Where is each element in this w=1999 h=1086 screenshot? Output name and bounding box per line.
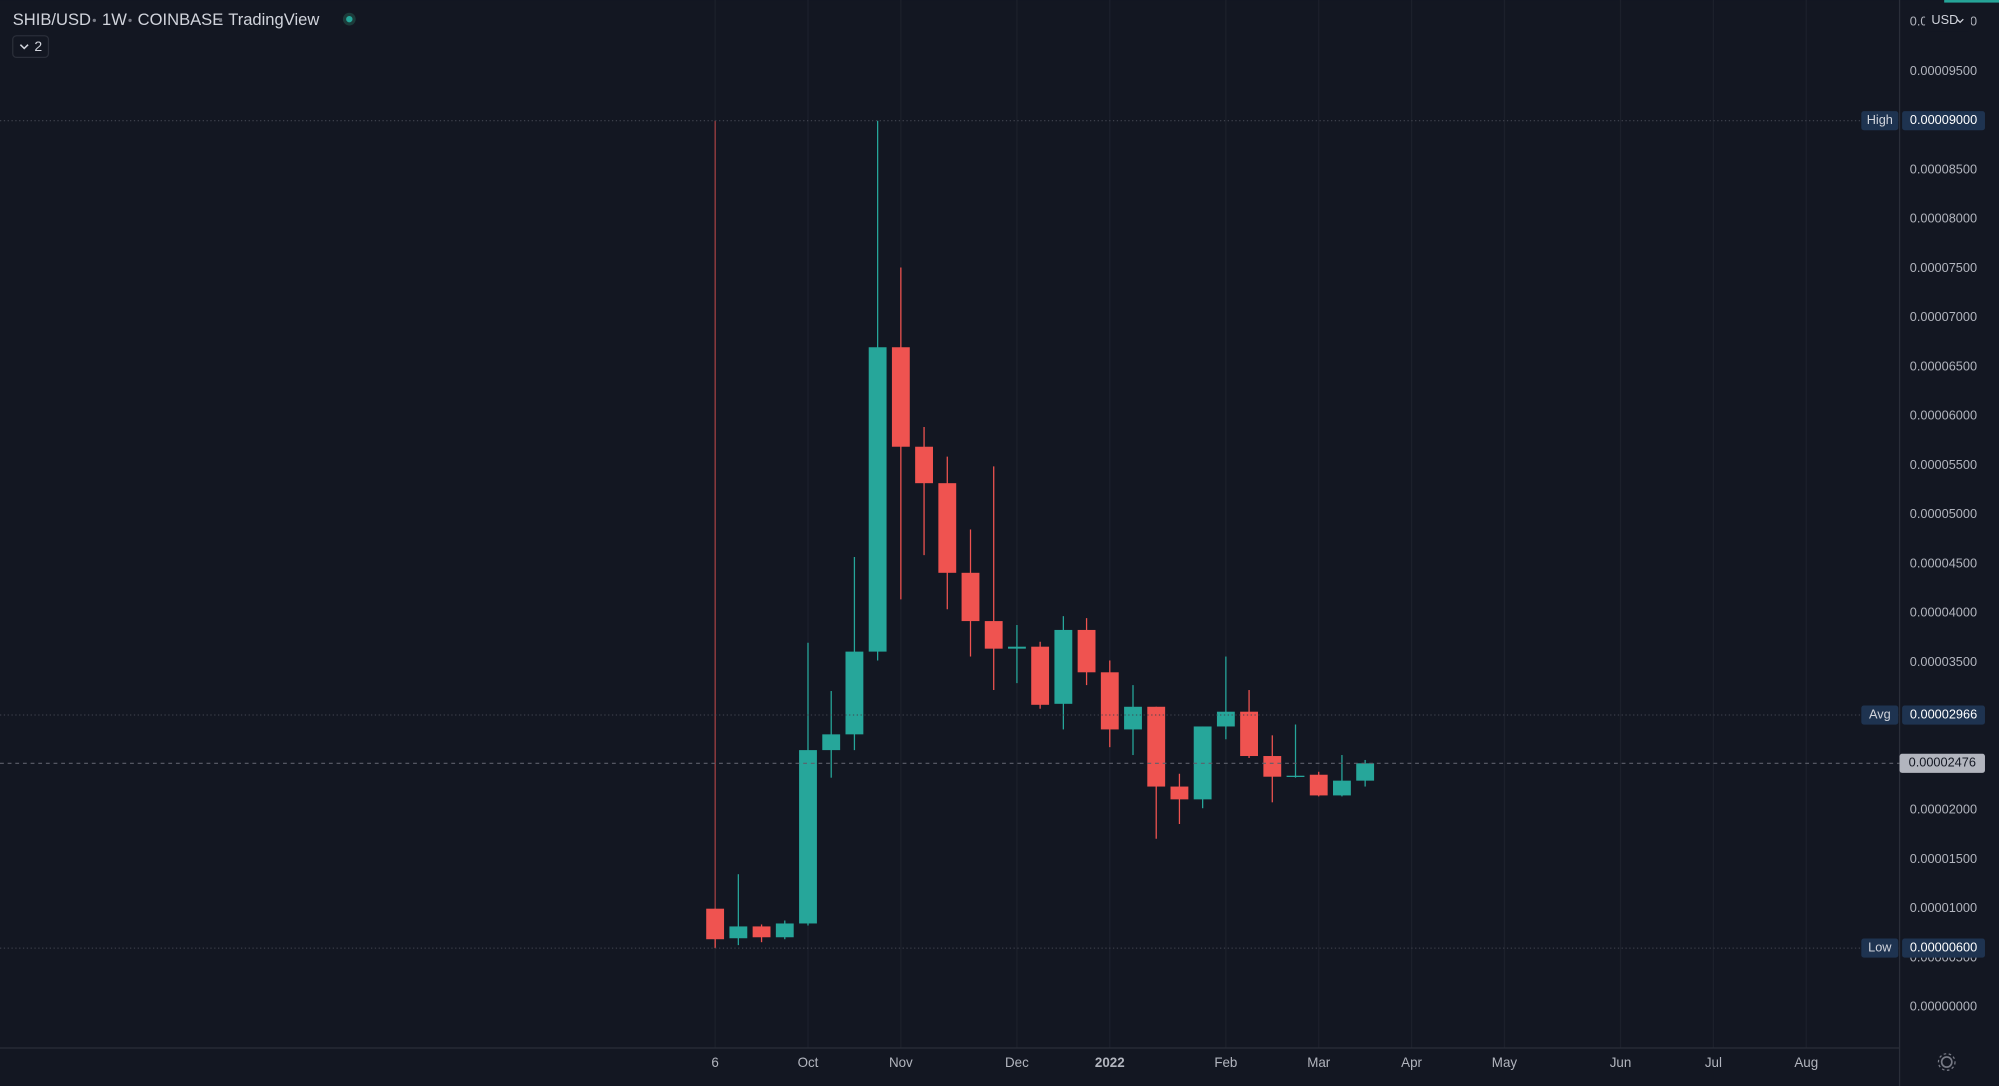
x-tick-label: Jul — [1705, 1055, 1722, 1070]
last-price-box — [1899, 753, 1985, 773]
candle-body — [1054, 629, 1073, 704]
grid — [714, 0, 1807, 1048]
source: TradingView — [228, 10, 319, 29]
indicator-count: 2 — [34, 38, 42, 54]
y-tick-label: 0.00002000 — [1910, 802, 1977, 817]
candle-body — [1008, 646, 1026, 649]
axes: 0.000000000.000005000.000010000.00001500… — [711, 14, 1977, 1070]
y-tick-label: 0.00007000 — [1910, 309, 1977, 324]
marker-name-box — [1861, 938, 1899, 958]
plot — [706, 120, 1375, 949]
y-tick-label: 0.00005000 — [1910, 506, 1977, 521]
candle-body — [1031, 646, 1050, 705]
candle-body — [961, 572, 980, 622]
y-tick-label: 0.00004000 — [1910, 605, 1977, 620]
candle-body — [799, 750, 817, 924]
candle-body — [868, 347, 887, 652]
candle-body — [1309, 774, 1328, 796]
y-tick-label: 0.00008000 — [1910, 211, 1977, 226]
candle-body — [1077, 629, 1096, 673]
marker-value-box — [1902, 705, 1985, 725]
settings-button[interactable] — [1937, 1053, 1956, 1071]
candle-body — [752, 926, 771, 938]
candle-body — [938, 483, 957, 573]
x-tick-label: Jun — [1610, 1055, 1632, 1070]
marker-value: 0.00000600 — [1910, 939, 1977, 954]
x-tick-label: Apr — [1401, 1055, 1422, 1070]
separator — [218, 18, 223, 23]
x-tick-label: Dec — [1005, 1055, 1029, 1070]
status-dot — [346, 15, 353, 23]
currency-selector[interactable]: USD — [1925, 8, 1971, 32]
marker-value-box — [1902, 938, 1985, 958]
x-tick-label: 2022 — [1095, 1055, 1125, 1070]
symbol[interactable]: SHIB/USD — [13, 10, 91, 29]
chevron — [1956, 18, 1964, 24]
candle-body — [706, 908, 725, 940]
candle-body — [729, 926, 748, 939]
header: SHIB/USD 1W COINBASE TradingView — [13, 10, 356, 29]
candle-body — [984, 621, 1003, 649]
settings-icon[interactable] — [1940, 1056, 1953, 1068]
marker-value: 0.00002966 — [1910, 706, 1977, 721]
currency-box[interactable] — [1925, 8, 1971, 32]
marker-name-box — [1861, 111, 1899, 131]
candle-body — [1147, 706, 1166, 787]
indicator-toggle-box[interactable] — [12, 35, 50, 59]
y-tick-label: 0.00001000 — [1910, 900, 1977, 915]
y-tick-label: 0.00008500 — [1910, 161, 1977, 176]
candle-body — [1100, 672, 1119, 730]
candle-body — [845, 651, 864, 735]
y-tick-label: 0.00006500 — [1910, 358, 1977, 373]
marker-name: Avg — [1869, 706, 1891, 721]
exchange: COINBASE — [138, 10, 224, 29]
interval[interactable]: 1W — [102, 10, 127, 29]
marker-name: Low — [1868, 939, 1892, 954]
y-tick-label: 0.00009500 — [1910, 63, 1977, 78]
candle-body — [915, 446, 933, 484]
y-tick-label: 0.00006000 — [1910, 408, 1977, 423]
separator — [128, 18, 132, 23]
overlay: High 0.00009000 Avg 0.00002966 Low 0.00000600… — [0, 111, 1985, 958]
y-tick-label: 0.00000000 — [1910, 999, 1977, 1014]
y-tick-label: 0.00004500 — [1910, 555, 1977, 570]
x-tick-label: Mar — [1307, 1055, 1331, 1070]
y-tick-label: 0.00003500 — [1910, 654, 1977, 669]
candle-body — [891, 347, 910, 447]
x-tick-label: Aug — [1794, 1055, 1818, 1070]
marker-value: 0.00009000 — [1910, 112, 1977, 127]
indicator-toggle[interactable]: 2 — [12, 35, 50, 59]
y-tick-label: 0.00007500 — [1910, 260, 1977, 275]
candle-body — [1170, 786, 1189, 800]
candle-body — [1216, 711, 1235, 727]
candle-body — [775, 923, 794, 938]
candle-body — [1263, 756, 1282, 777]
top-accent — [1944, 0, 1999, 3]
marker-name-box — [1861, 705, 1899, 725]
y-tick-label: 0.00005500 — [1910, 457, 1977, 472]
marker-value-box — [1902, 111, 1985, 131]
settings-icon-teeth — [1937, 1053, 1956, 1071]
candle-body — [1124, 706, 1142, 730]
candle-body — [1356, 763, 1375, 781]
x-tick-label: May — [1492, 1055, 1518, 1070]
candle-body — [1240, 711, 1259, 757]
x-tick-label: Oct — [798, 1055, 819, 1070]
candle-body — [822, 734, 841, 751]
chevron — [19, 44, 29, 50]
marker-name: High — [1867, 112, 1893, 127]
currency: USD — [1931, 12, 1958, 27]
x-tick-label: Feb — [1214, 1055, 1237, 1070]
x-tick-label: Nov — [889, 1055, 913, 1070]
separator — [92, 18, 96, 23]
candle-body — [1286, 775, 1305, 777]
y-tick-label: 0.00001500 — [1910, 851, 1977, 866]
candle-body — [1333, 780, 1351, 796]
x-tick-label: 6 — [711, 1055, 718, 1070]
last-price-label: 0.00002476 — [1909, 755, 1976, 770]
